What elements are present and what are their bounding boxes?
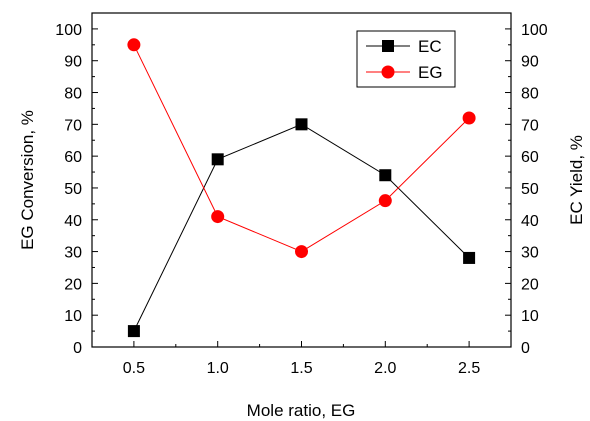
right-y-tick-label: 0 xyxy=(521,340,530,357)
left-y-axis-title: EG Conversion, % xyxy=(18,110,37,250)
left-y-tick-label: 50 xyxy=(64,181,82,198)
right-y-axis-title: EC Yield, % xyxy=(567,135,586,225)
series-layer xyxy=(127,38,476,338)
right-y-tick-label: 20 xyxy=(521,276,539,293)
x-tick-label: 0.5 xyxy=(123,360,145,377)
x-tick-label: 2.5 xyxy=(458,360,480,377)
legend-marker-ec xyxy=(382,40,394,52)
data-point-eg xyxy=(127,38,141,52)
left-y-tick-label: 90 xyxy=(64,54,82,71)
right-y-tick-label: 40 xyxy=(521,213,539,230)
legend-box xyxy=(356,30,456,88)
left-y-tick-label: 100 xyxy=(55,22,82,39)
left-y-tick-label: 60 xyxy=(64,149,82,166)
data-point-eg xyxy=(378,194,392,208)
series-line-ec xyxy=(133,123,470,332)
left-y-axis: 0 10 20 30 40 50 60 70 80 90 100 xyxy=(55,22,98,357)
x-tick-label: 1.0 xyxy=(207,360,229,377)
left-y-tick-label: 20 xyxy=(64,276,82,293)
data-point-eg xyxy=(295,245,308,259)
data-point-ec xyxy=(127,325,140,338)
x-axis-title: Mole ratio, EG xyxy=(247,401,356,420)
legend-label-ec: EC xyxy=(418,37,442,56)
left-y-tick-label: 10 xyxy=(64,308,82,325)
right-y-axis: 0 10 20 30 40 50 60 70 80 90 100 xyxy=(505,22,548,357)
legend-label-eg: EG xyxy=(418,63,443,82)
right-y-tick-label: 90 xyxy=(521,54,539,71)
data-point-ec xyxy=(379,169,392,182)
right-y-tick-label: 80 xyxy=(521,86,539,103)
left-y-tick-label: 80 xyxy=(64,86,82,103)
legend-marker-eg xyxy=(381,65,395,79)
x-tick-label: 2.0 xyxy=(374,360,396,377)
legend: EC EG xyxy=(356,30,456,88)
right-y-tick-label: 100 xyxy=(521,22,548,39)
data-point-eg xyxy=(211,210,225,224)
left-y-tick-label: 70 xyxy=(64,117,82,134)
right-y-tick-label: 30 xyxy=(521,245,539,262)
data-point-eg xyxy=(462,111,476,125)
right-y-tick-label: 70 xyxy=(521,117,539,134)
left-y-tick-label: 40 xyxy=(64,213,82,230)
data-point-ec xyxy=(463,251,476,264)
right-y-tick-label: 60 xyxy=(521,149,539,166)
left-y-tick-label: 30 xyxy=(64,245,82,262)
x-axis: 0.5 1.0 1.5 2.0 2.5 xyxy=(123,341,480,377)
right-y-tick-label: 50 xyxy=(521,181,539,198)
right-y-tick-label: 10 xyxy=(521,308,539,325)
left-y-tick-label: 0 xyxy=(73,340,82,357)
x-tick-label: 1.5 xyxy=(290,360,312,377)
data-point-ec xyxy=(211,153,224,166)
data-point-ec xyxy=(295,118,308,131)
